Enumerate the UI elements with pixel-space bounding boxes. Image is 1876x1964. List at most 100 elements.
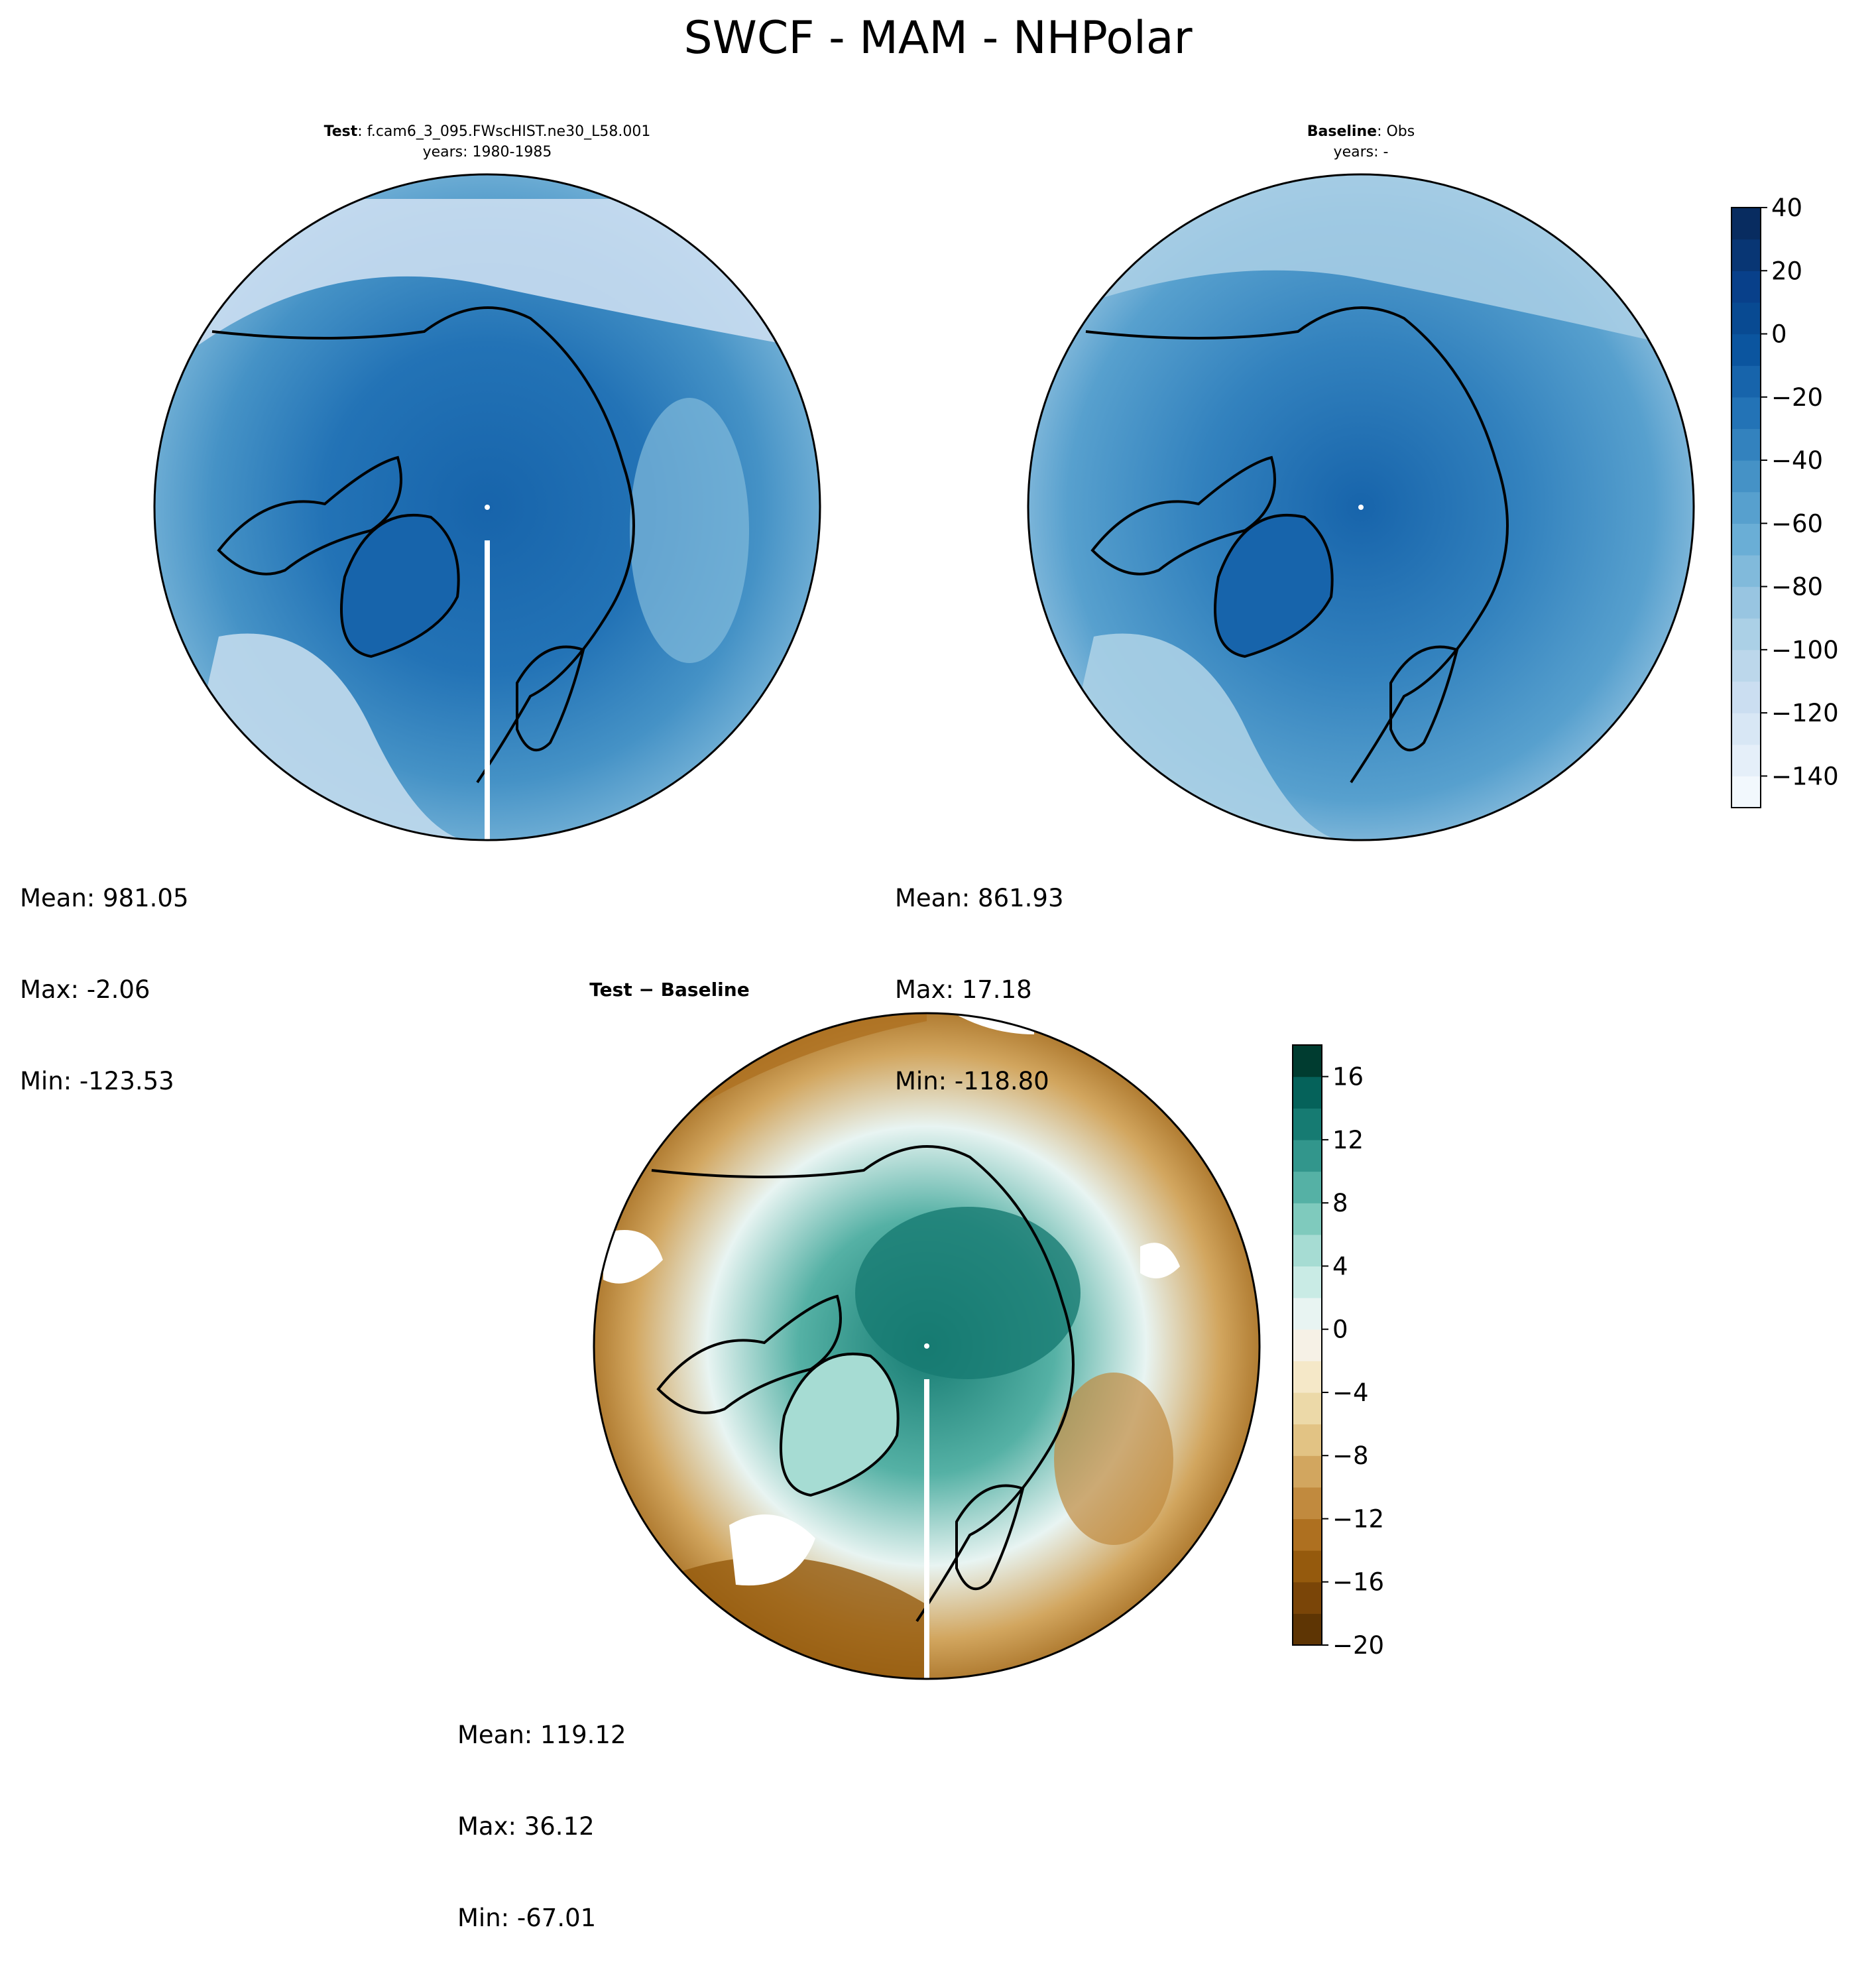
figure-canvas: SWCF - MAM - NHPolar Test: f.cam6_3_095.… [153, 12, 1839, 1680]
colorbar-tick-label: 12 [1332, 1126, 1364, 1154]
colorbar-segment [1731, 776, 1761, 808]
coastline-scandinavia [955, 1484, 1025, 1591]
stat-min: Min: -123.53 [20, 1067, 174, 1095]
stat-mean: Mean: 119.12 [457, 1721, 626, 1749]
colorbar-tick-label: −8 [1332, 1442, 1369, 1470]
colorbar-segment [1293, 1076, 1322, 1109]
panel-test-heading-bold: Test [324, 123, 358, 140]
colorbar-segment [1731, 208, 1761, 240]
panel-baseline-heading: Baseline: Obs [1307, 123, 1415, 140]
stat-max: Max: 17.18 [895, 975, 1032, 1004]
panel-baseline: Baseline: Obs years: - [1027, 123, 1695, 841]
coastline-scandinavia [516, 645, 585, 752]
colorbar-segment [1731, 744, 1761, 776]
stat-min: Min: -67.01 [457, 1904, 597, 1932]
colorbar-segment [1293, 1171, 1322, 1203]
coastline-canada [217, 456, 402, 576]
colorbar-segment [1731, 428, 1761, 461]
colorbar-segment [1293, 1613, 1322, 1646]
colorbar-tick-label: 16 [1332, 1063, 1364, 1091]
coastline-canada [1090, 456, 1276, 576]
panel-baseline-heading-bold: Baseline [1307, 123, 1377, 140]
stats-baseline: Mean: 861.93 Max: 17.18 Min: -118.80 [895, 822, 1064, 1127]
stats-test: Mean: 981.05 Max: -2.06 Min: -123.53 [20, 822, 189, 1127]
coastline-greenland [1214, 513, 1334, 658]
stat-min: Min: -118.80 [895, 1067, 1049, 1095]
coastline-canada [656, 1294, 842, 1414]
colorbar-tick-label: 40 [1771, 194, 1802, 222]
panel-baseline-map [1028, 174, 1694, 840]
colorbar-tick-label: −80 [1771, 573, 1823, 601]
colorbar-segment [1293, 1139, 1322, 1172]
panel-diff-heading: Test − Baseline [589, 979, 749, 1001]
colorbar-tick-label: −4 [1332, 1379, 1369, 1407]
colorbar-segment [1293, 1392, 1322, 1425]
colorbar-segment [1293, 1550, 1322, 1583]
colorbar-segment [1293, 1266, 1322, 1298]
colorbar-frame [1292, 1044, 1322, 1646]
colorbar-segment [1293, 1455, 1322, 1488]
colorbar-segment [1731, 460, 1761, 493]
colorbar-tick-label: −40 [1771, 446, 1823, 475]
colorbar-tick-label: −20 [1332, 1631, 1384, 1660]
stat-max: Max: -2.06 [20, 975, 150, 1004]
colorbar-segment [1731, 586, 1761, 619]
colorbar-tick-label: 8 [1332, 1189, 1348, 1217]
stats-diff: Mean: 119.12 Max: 36.12 Min: -67.01 [457, 1659, 626, 1964]
colorbar-tick-label: −60 [1771, 509, 1823, 538]
panel-test-subheading: years: 1980-1985 [423, 144, 552, 160]
colorbar-segment [1731, 681, 1761, 713]
colorbar-segment [1293, 1581, 1322, 1614]
colorbar-tick-label: −20 [1771, 383, 1823, 412]
panel-test: Test: f.cam6_3_095.FWscHIST.ne30_L58.001… [153, 123, 821, 841]
colorbar-tick-label: −140 [1771, 762, 1839, 790]
panel-baseline-heading-rest: : Obs [1377, 123, 1415, 140]
stat-max: Max: 36.12 [457, 1812, 595, 1841]
colorbar-frame [1731, 207, 1761, 808]
colorbar-segment [1293, 1424, 1322, 1456]
coastline-scandinavia [1389, 645, 1459, 752]
colorbar-segment [1731, 491, 1761, 524]
coastline-greenland [340, 513, 460, 658]
coastline-greenland [780, 1352, 900, 1497]
colorbar-segment [1293, 1108, 1322, 1140]
colorbar-segment [1731, 618, 1761, 650]
panel-test-heading: Test: f.cam6_3_095.FWscHIST.ne30_L58.001 [324, 123, 651, 140]
panel-diff-heading-bold: Test − Baseline [589, 979, 749, 1001]
colorbar-segment [1293, 1298, 1322, 1330]
colorbar-tick-label: −120 [1771, 699, 1839, 727]
colorbar-segment [1293, 1361, 1322, 1393]
colorbar-tick-label: −16 [1332, 1568, 1384, 1597]
colorbar-segment [1731, 302, 1761, 335]
colorbar-segment [1731, 365, 1761, 398]
colorbar-blues: −140 −120 −100 −80 −60 −40 −20 0 20 40 [1731, 194, 1839, 808]
colorbar-segment [1731, 397, 1761, 430]
colorbar-tick-label: 20 [1771, 257, 1802, 285]
colorbar-tick-label: 0 [1332, 1316, 1348, 1344]
stat-mean: Mean: 981.05 [20, 884, 189, 912]
colorbar-segment [1731, 334, 1761, 366]
colorbar-brbg: −20 −16 −12 −8 −4 0 4 8 12 16 [1292, 1044, 1384, 1660]
colorbar-segment [1293, 1518, 1322, 1551]
colorbar-segment [1731, 239, 1761, 271]
colorbar-tick-label: −12 [1332, 1504, 1384, 1533]
panel-test-heading-rest: : f.cam6_3_095.FWscHIST.ne30_L58.001 [357, 123, 650, 140]
colorbar-segment [1293, 1045, 1322, 1077]
colorbar-segment [1293, 1234, 1322, 1267]
colorbar-segment [1731, 713, 1761, 745]
panel-test-map [154, 174, 820, 840]
colorbar-tick-label: 0 [1771, 320, 1787, 349]
coastline-eurasia [1085, 306, 1509, 784]
colorbar-segment [1293, 1487, 1322, 1520]
figure-title: SWCF - MAM - NHPolar [683, 12, 1192, 64]
coastline-eurasia [211, 306, 635, 784]
coastline-eurasia [651, 1145, 1075, 1623]
colorbar-segment [1293, 1203, 1322, 1235]
colorbar-tick-label: −100 [1771, 636, 1839, 664]
panel-baseline-subheading: years: - [1334, 144, 1389, 160]
colorbar-segment [1731, 554, 1761, 587]
colorbar-segment [1731, 271, 1761, 303]
colorbar-segment [1731, 649, 1761, 682]
stat-mean: Mean: 861.93 [895, 884, 1064, 912]
colorbar-tick-label: 4 [1332, 1252, 1348, 1280]
